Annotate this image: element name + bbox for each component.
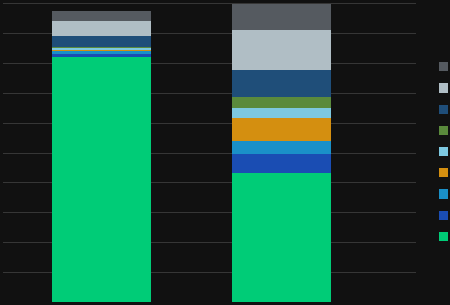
Bar [52, 47, 151, 48]
Bar [232, 4, 331, 30]
Legend: , , , , , , , , : , , , , , , , , [439, 61, 450, 244]
Bar [232, 70, 331, 97]
Bar [52, 36, 151, 47]
Bar [232, 97, 331, 108]
Bar [232, 154, 331, 174]
Bar [232, 141, 331, 154]
Bar [52, 11, 151, 21]
Bar [52, 50, 151, 51]
Bar [52, 48, 151, 50]
Bar [52, 51, 151, 54]
Bar [52, 57, 151, 302]
Bar [52, 54, 151, 57]
Bar [52, 21, 151, 36]
Bar [232, 118, 331, 141]
Bar [232, 108, 331, 118]
Bar [232, 30, 331, 70]
Bar [232, 174, 331, 302]
